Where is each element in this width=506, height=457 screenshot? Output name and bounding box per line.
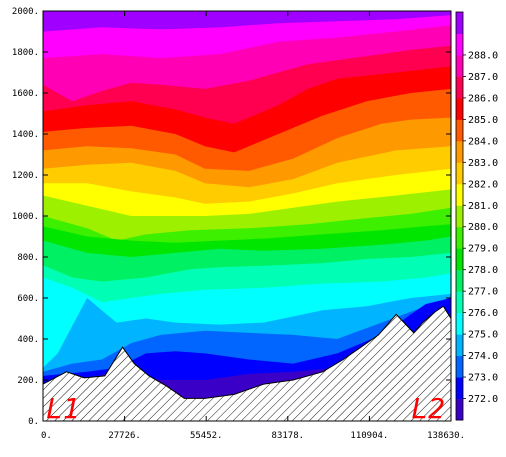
y-tick-label: 1000. [12,212,39,222]
x-tick-label: 27726. [108,431,141,441]
colorbar-label: 281.0 [468,201,498,212]
colorbar-label: 286.0 [468,93,498,104]
colorbar-swatch [456,398,463,421]
colorbar-label: 275.0 [468,330,498,341]
y-tick-label: 1800. [12,48,39,58]
y-tick-label: 1600. [12,89,39,99]
annotation-l1: L1 [46,392,80,425]
colorbar-frame [455,11,464,421]
y-tick-label: 800. [17,253,39,263]
terrain-hatch [43,305,451,421]
colorbar-swatch [456,226,463,249]
colorbar-swatch [456,12,463,34]
colorbar-label: 278.0 [468,265,498,276]
colorbar-swatch [456,334,463,357]
axis-ticks: 0. 200. 400. 600. 800. 1000. 1200. 1400. 1600. 18… [12,7,465,441]
y-tick-label: 2000. [12,7,39,17]
y-tick-label: 1200. [12,171,39,181]
y-tick-label: 400. [17,335,39,345]
colorbar-label: 288.0 [468,50,498,61]
x-tick-label: 138630. [427,431,465,441]
colorbar-label: 279.0 [468,244,498,255]
colorbar-swatch [456,119,463,142]
colorbar-swatch [456,291,463,314]
annotation-l2: L2 [411,392,445,425]
colorbar-swatch [456,54,463,77]
colorbar-swatch [456,312,463,335]
colorbar-swatch [456,248,463,271]
colorbar-swatch [456,183,463,206]
x-tick-label: 83178. [272,431,305,441]
colorbar-label: 276.0 [468,308,498,319]
colorbar-label: 280.0 [468,222,498,233]
x-tick-label: 55452. [190,431,223,441]
colorbar-label: 287.0 [468,72,498,83]
colorbar-label: 272.0 [468,394,498,405]
x-tick-label: 110904. [350,431,388,441]
colorbar-swatch [456,76,463,99]
colorbar-label: 274.0 [468,351,498,362]
y-tick-label: 600. [17,294,39,304]
colorbar-swatch [456,377,463,400]
colorbar-swatch [456,205,463,228]
y-tick-label: 1400. [12,130,39,140]
y-tick-label: 200. [17,376,39,386]
annotations: L1 L2 [46,392,445,425]
colorbar-swatch [456,269,463,292]
colorbar-swatch [456,140,463,163]
colorbar-label: 285.0 [468,115,498,126]
colorbar-label: 282.0 [468,179,498,190]
colorbar: 272.0 273.0 274.0 275.0 276.0 277.0 278.0 279.0… [455,11,498,421]
colorbar-swatch [456,97,463,120]
terrain-mask [43,305,451,421]
colorbar-swatch [456,162,463,185]
y-tick-label: 0. [28,417,39,427]
colorbar-label: 284.0 [468,136,498,147]
colorbar-swatch [456,355,463,378]
colorbar-label: 277.0 [468,287,498,298]
colorbar-swatch [456,33,463,56]
x-tick-label: 0. [41,431,52,441]
colorbar-label: 283.0 [468,158,498,169]
colorbar-label: 273.0 [468,373,498,384]
